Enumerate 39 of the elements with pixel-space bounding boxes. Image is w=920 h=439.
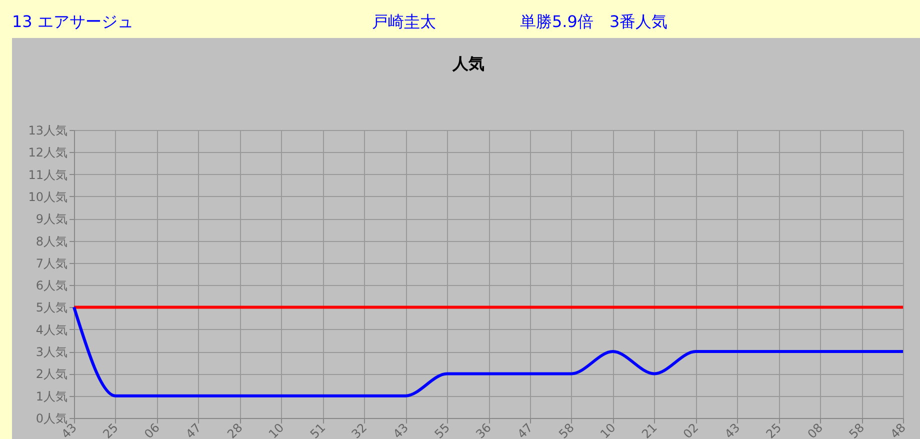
y-tick-label: 9人気	[36, 212, 68, 226]
text: 13 エアサージュ	[12, 12, 134, 31]
y-tick-label: 4人気	[36, 322, 68, 337]
x-tick-label: 43	[390, 420, 412, 439]
y-tick-label: 10人気	[28, 190, 68, 204]
y-tick-label: 6人気	[36, 278, 68, 293]
x-tick-label: 55	[432, 420, 452, 439]
x-tick-label: 32	[348, 420, 370, 439]
x-tick-label: 47	[514, 420, 536, 439]
chart-title: 人気	[452, 54, 484, 73]
x-tick-label: 10	[266, 420, 287, 439]
y-tick-label: 13人気	[28, 124, 68, 138]
text: 単勝5.9倍 3番人気	[520, 12, 668, 31]
x-tick-label: 51	[307, 420, 328, 439]
x-tick-label: 47	[183, 420, 204, 439]
x-tick-label: 06	[142, 420, 162, 439]
y-tick-label: 0人気	[36, 412, 68, 426]
x-tick-label: 10	[598, 420, 618, 439]
x-tick-label: 25	[100, 420, 121, 439]
x-tick-label: 02	[680, 420, 702, 439]
x-tick-label: 48	[888, 420, 908, 439]
x-tick-label: 08	[804, 420, 826, 439]
y-tick-label: 2人気	[36, 367, 68, 382]
line-series	[72, 306, 904, 398]
x-tick-label: 28	[224, 420, 246, 439]
text: 戸崎圭太	[372, 12, 436, 31]
y-tick-label: 5人気	[36, 300, 68, 315]
x-tick-label: 36	[473, 420, 494, 439]
x-tick-label: 25	[763, 420, 784, 439]
y-tick-label: 7人気	[36, 256, 68, 270]
x-tick-label: 58	[846, 420, 867, 439]
x-tick-label: 43	[722, 420, 743, 439]
y-tick-label: 3人気	[36, 345, 68, 360]
x-tick-label: 21	[639, 420, 660, 439]
y-tick-label: 12人気	[28, 146, 68, 160]
y-tick-label: 1人気	[36, 389, 68, 404]
y-tick-label: 11人気	[28, 168, 68, 182]
x-tick-label: 58	[556, 420, 577, 439]
y-tick-label: 8人気	[36, 234, 68, 248]
